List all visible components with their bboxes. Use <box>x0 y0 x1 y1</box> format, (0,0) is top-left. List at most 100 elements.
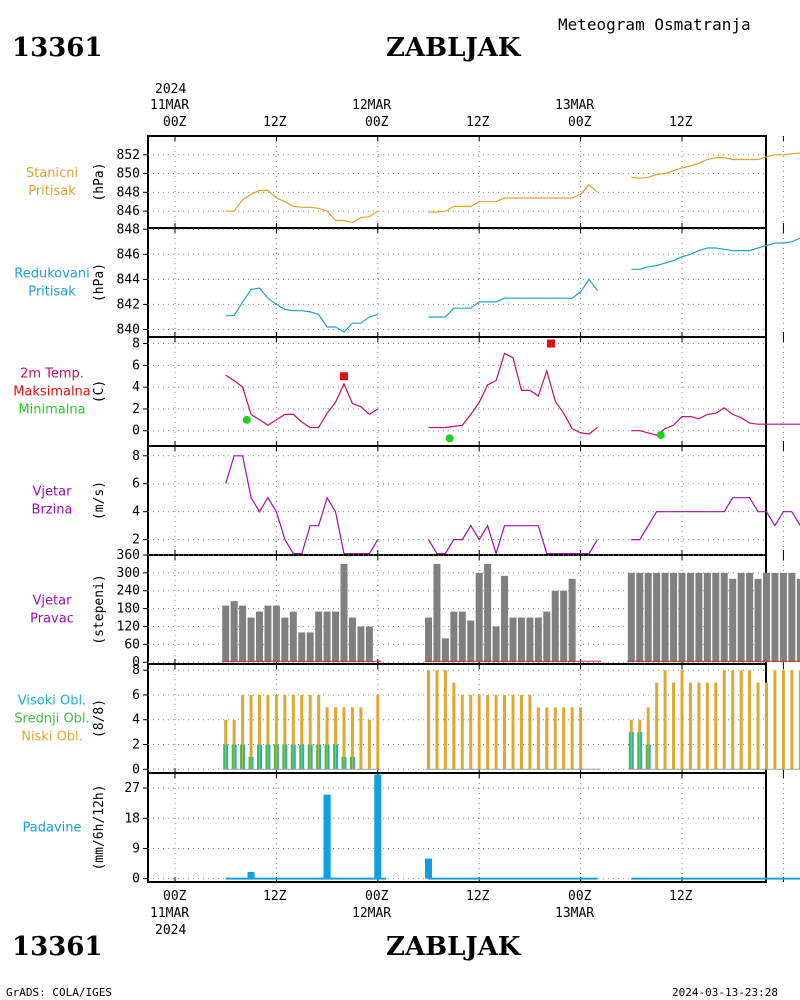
mid-cloud-bar <box>324 744 327 770</box>
wind-dir-bar <box>315 611 323 663</box>
station-name-bottom: ZABLJAK <box>386 932 522 962</box>
wind-dir-bar <box>492 626 500 663</box>
low-cloud-bar <box>570 707 574 770</box>
wind-dir-bar <box>340 563 348 663</box>
low-cloud-bar <box>494 694 498 770</box>
y-tick-label: 6 <box>132 358 140 373</box>
wind-dir-bar <box>239 605 247 663</box>
panel-frame <box>147 445 767 556</box>
low-cloud-bar <box>536 707 540 770</box>
wind-dir-bar <box>272 605 280 663</box>
top-hour-label-1: 00Z <box>163 115 187 130</box>
precip-bar <box>247 871 255 879</box>
high-cloud-bar <box>631 732 634 770</box>
low-cloud-bar <box>258 694 261 770</box>
low-cloud-bar <box>460 694 464 770</box>
low-cloud-bar <box>553 707 557 770</box>
top-day-label-3: 13MAR <box>555 98 594 113</box>
mid-cloud-bar <box>290 744 293 770</box>
wind-dir-bar <box>568 578 576 663</box>
wind-dir-bar <box>686 572 694 663</box>
mid-cloud-bar <box>307 744 310 770</box>
wind-dir-bar <box>551 590 559 663</box>
top-hour-label-4: 12Z <box>466 115 490 130</box>
low-cloud-bar <box>452 682 456 770</box>
wind-dir-bar <box>661 572 669 663</box>
mid-cloud-bar <box>282 744 285 770</box>
series-label: Minimalna <box>18 403 85 418</box>
wind-dir-bar <box>332 611 340 663</box>
mid-cloud-bar <box>231 744 234 770</box>
precip-bar <box>374 774 382 879</box>
high-cloud-bar <box>344 756 347 770</box>
temperature-line <box>225 374 379 429</box>
y-tick-label: 848 <box>117 185 140 200</box>
low-cloud-bar <box>519 694 523 770</box>
high-cloud-bar <box>285 744 288 770</box>
station_pressure-line <box>225 189 379 224</box>
low-cloud-bar <box>646 707 650 770</box>
wind-dir-bar <box>365 626 373 663</box>
top-day-label-1: 11MAR <box>150 98 189 113</box>
y-tick-label: 2 <box>132 402 140 417</box>
wind-dir-bar <box>543 611 551 663</box>
series-label: Padavine <box>23 821 82 836</box>
bottom-year-label: 2024 <box>155 923 186 938</box>
timestamp-text: 2024-03-13-23:28 <box>672 986 778 999</box>
wind-dir-bar <box>636 572 644 663</box>
station-name-top: ZABLJAK <box>386 33 522 63</box>
wind-dir-bar <box>695 572 703 663</box>
high-cloud-bar <box>234 744 237 770</box>
low-cloud-bar <box>283 694 287 770</box>
y-tick-label: 9 <box>132 841 140 856</box>
y-tick-label: 0 <box>132 424 140 439</box>
bottom-time-axis: 00Z 11MAR 2024 12Z 00Z 12MAR 12Z 00Z 13M… <box>150 889 693 938</box>
wind-dir-bar <box>771 572 779 663</box>
station-id-top: 13361 <box>12 33 102 63</box>
high-cloud-bar <box>302 744 305 770</box>
panel-cloud_cover: 0 2 4 6 8 (8/8) Visoki Obl. Srednji Obl. Niski O… <box>14 663 800 777</box>
wind-dir-bar <box>475 572 483 663</box>
bottom-day-label-2: 12MAR <box>352 906 391 921</box>
wind-dir-bar <box>678 572 686 663</box>
wind-dir-bar <box>348 617 356 663</box>
y-tick-label: 848 <box>117 222 140 237</box>
high-cloud-bar <box>251 756 254 770</box>
mid-cloud-bar <box>265 744 268 770</box>
bottom-hour-label-3: 00Z <box>365 889 389 904</box>
low-cloud-bar <box>342 707 346 770</box>
y-tick-label: 2 <box>132 533 140 548</box>
mid-cloud-bar <box>645 744 648 770</box>
low-cloud-bar <box>350 707 354 770</box>
precip-bar <box>323 794 331 879</box>
high-cloud-bar <box>276 744 279 770</box>
tmin-marker <box>445 434 454 443</box>
low-cloud-bar <box>705 682 709 770</box>
top-hour-label-6: 12Z <box>669 115 693 130</box>
mid-cloud-bar <box>628 732 631 770</box>
low-cloud-bar <box>722 670 726 770</box>
panel-wind_speed: 2 4 6 8 (m/s) Vjetar Brzina <box>32 445 800 556</box>
wind-dir-bar <box>247 617 255 663</box>
y-tick-label: 850 <box>117 167 140 182</box>
low-cloud-bar <box>545 707 549 770</box>
series-label: Redukovani <box>14 267 89 282</box>
low-cloud-bar <box>731 670 735 770</box>
top-time-axis: 2024 11MAR 00Z 12Z 12MAR 00Z 12Z 13MAR 0… <box>150 82 693 130</box>
y-tick-label: 180 <box>117 602 140 617</box>
y-tick-label: 852 <box>117 148 140 163</box>
y-tick-label: 0 <box>132 872 140 887</box>
wind-dir-bar <box>509 617 517 663</box>
high-cloud-bar <box>226 744 229 770</box>
low-cloud-bar <box>781 670 785 770</box>
wind-dir-bar <box>644 572 652 663</box>
product-title: Meteogram Osmatranja <box>558 15 751 34</box>
low-cloud-bar <box>232 719 236 770</box>
bottom-hour-label-6: 12Z <box>669 889 693 904</box>
low-cloud-bar <box>249 694 253 770</box>
wind-dir-bar <box>534 617 542 663</box>
low-cloud-bar <box>443 670 447 770</box>
low-cloud-bar <box>739 670 743 770</box>
y-tick-label: 8 <box>132 663 140 678</box>
y-tick-label: 4 <box>132 505 140 520</box>
